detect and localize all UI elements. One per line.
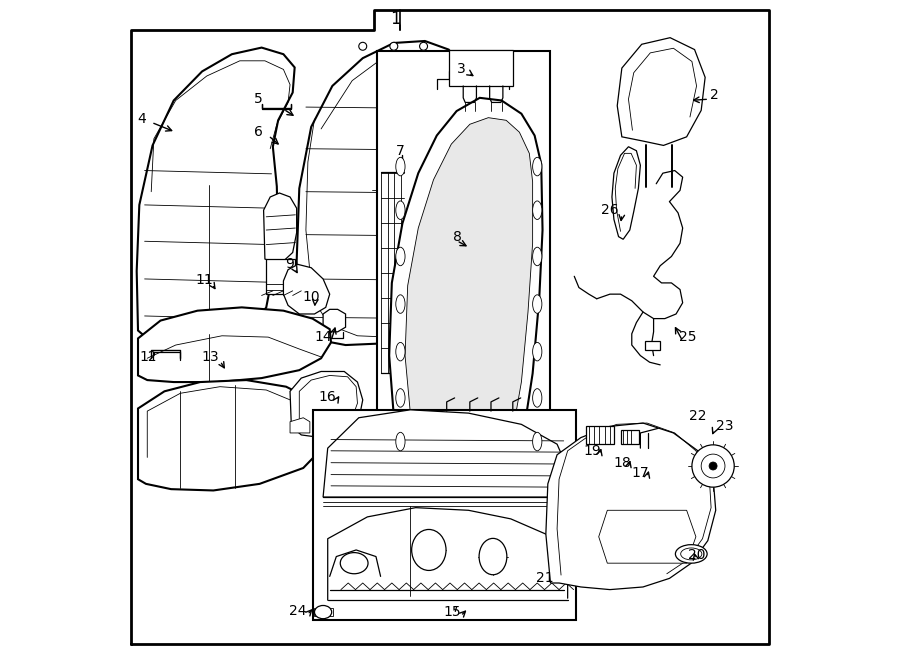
Polygon shape <box>617 38 705 145</box>
Circle shape <box>692 445 734 487</box>
Polygon shape <box>323 410 571 497</box>
Bar <box>645 341 660 350</box>
Ellipse shape <box>533 247 542 266</box>
Text: 6: 6 <box>254 125 263 139</box>
Text: 19: 19 <box>584 444 602 458</box>
Polygon shape <box>284 264 329 314</box>
Text: 3: 3 <box>457 61 465 76</box>
Text: 17: 17 <box>632 466 649 481</box>
Text: 9: 9 <box>285 257 294 272</box>
Text: 4: 4 <box>138 112 147 126</box>
Ellipse shape <box>396 201 405 219</box>
Polygon shape <box>598 510 696 563</box>
Ellipse shape <box>396 247 405 266</box>
Bar <box>449 50 514 86</box>
Polygon shape <box>405 118 533 455</box>
Bar <box>314 608 333 616</box>
Text: 23: 23 <box>716 419 734 434</box>
Polygon shape <box>297 41 462 345</box>
Polygon shape <box>266 259 294 294</box>
Ellipse shape <box>314 605 332 619</box>
Ellipse shape <box>411 529 446 570</box>
Ellipse shape <box>533 295 542 313</box>
Text: 26: 26 <box>601 203 618 217</box>
Bar <box>586 426 614 444</box>
Text: 7: 7 <box>396 143 405 158</box>
Circle shape <box>701 454 725 478</box>
Text: 12: 12 <box>140 350 158 364</box>
Ellipse shape <box>533 342 542 361</box>
Ellipse shape <box>675 545 707 563</box>
Polygon shape <box>264 193 297 261</box>
Polygon shape <box>389 98 543 466</box>
Ellipse shape <box>479 538 507 574</box>
Text: 16: 16 <box>319 389 337 404</box>
Ellipse shape <box>680 548 702 560</box>
Circle shape <box>419 42 428 50</box>
Bar <box>312 410 576 620</box>
Text: 15: 15 <box>444 605 462 619</box>
Ellipse shape <box>533 432 542 451</box>
Text: 18: 18 <box>613 455 631 470</box>
Ellipse shape <box>533 201 542 219</box>
Polygon shape <box>323 309 346 332</box>
Polygon shape <box>545 423 716 590</box>
Bar <box>377 51 551 477</box>
Text: 5: 5 <box>254 92 263 106</box>
Text: 14: 14 <box>314 330 332 344</box>
Ellipse shape <box>396 432 405 451</box>
Circle shape <box>709 462 717 470</box>
Text: 8: 8 <box>454 229 463 244</box>
Ellipse shape <box>396 342 405 361</box>
Polygon shape <box>612 147 641 239</box>
Ellipse shape <box>396 389 405 407</box>
Text: 24: 24 <box>289 603 307 618</box>
Text: 25: 25 <box>680 330 697 344</box>
Polygon shape <box>290 418 310 433</box>
Text: 13: 13 <box>202 350 220 364</box>
Bar <box>620 430 639 444</box>
Text: 22: 22 <box>689 409 706 424</box>
Text: 20: 20 <box>688 548 706 563</box>
Text: 1: 1 <box>391 9 401 28</box>
Circle shape <box>359 42 366 50</box>
Text: 11: 11 <box>195 273 213 288</box>
Ellipse shape <box>396 295 405 313</box>
Polygon shape <box>290 371 363 438</box>
Ellipse shape <box>533 157 542 176</box>
Polygon shape <box>138 380 329 490</box>
Polygon shape <box>137 48 294 349</box>
Ellipse shape <box>396 157 405 176</box>
Ellipse shape <box>340 553 368 574</box>
Ellipse shape <box>533 389 542 407</box>
Text: 10: 10 <box>302 290 320 305</box>
Circle shape <box>390 42 398 50</box>
Text: 21: 21 <box>536 570 554 585</box>
Text: 2: 2 <box>710 88 718 102</box>
Polygon shape <box>138 307 331 382</box>
